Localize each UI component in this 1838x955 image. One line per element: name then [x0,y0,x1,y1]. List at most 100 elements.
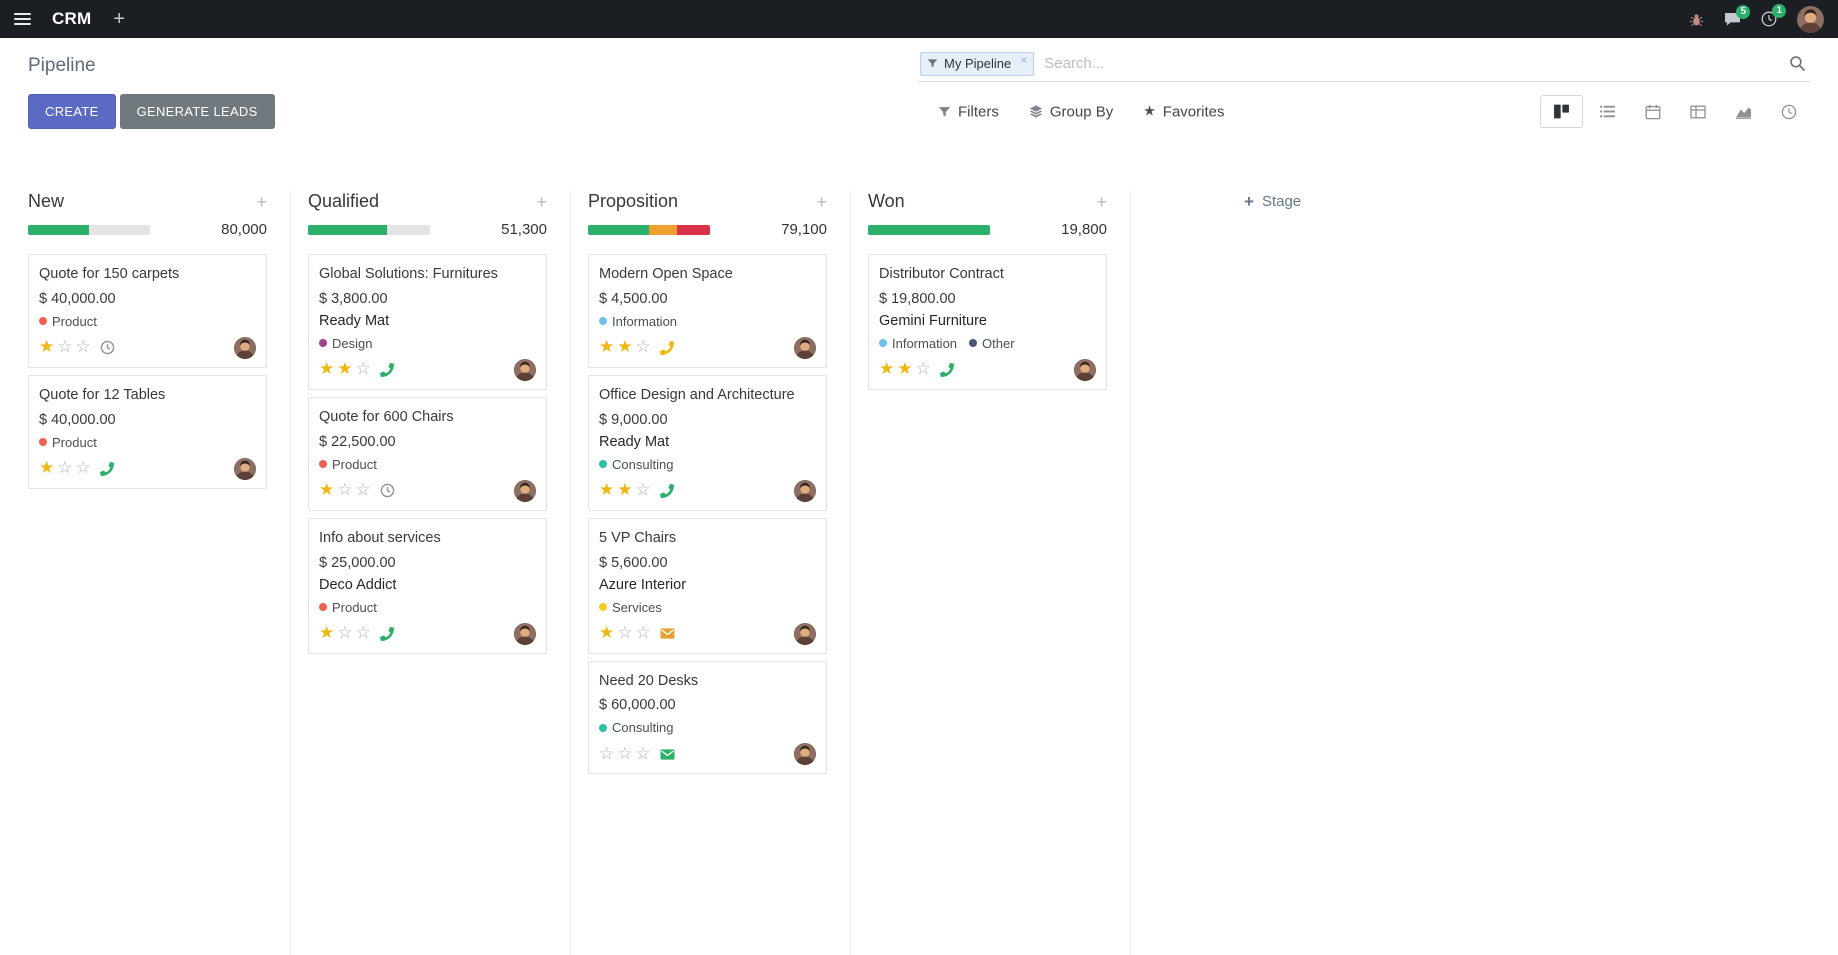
activity-phone-icon[interactable] [99,461,114,476]
priority-star-2[interactable]: ★ [617,337,633,358]
priority-star-1[interactable]: ★ [39,337,55,358]
tag-color-dot [319,460,327,469]
facet-remove-icon[interactable]: × [1020,52,1028,67]
priority-star-1[interactable]: ★ [39,458,55,479]
search-icon[interactable] [1789,55,1806,72]
priority-star-3[interactable]: ☆ [635,480,651,501]
activity-mail-icon[interactable] [660,626,675,641]
activity-phone-icon[interactable] [379,362,394,377]
priority-star-3[interactable]: ☆ [75,458,91,479]
priority-star-1[interactable]: ★ [319,480,335,501]
activity-mail-icon[interactable] [660,747,675,762]
priority-star-3[interactable]: ☆ [635,623,651,644]
priority-star-3[interactable]: ☆ [635,337,651,358]
kanban-card[interactable]: Quote for 12 Tables $ 40,000.00 Product … [28,374,267,489]
kanban-card[interactable]: Quote for 150 carpets $ 40,000.00 Produc… [28,254,267,368]
priority-star-1[interactable]: ★ [599,480,615,501]
priority-star-2[interactable]: ☆ [337,480,353,501]
progress-segment-success[interactable] [868,224,990,235]
column-add-record-button[interactable]: + [816,191,827,212]
salesperson-avatar [794,743,816,766]
activity-clock-icon[interactable] [100,340,115,355]
priority-star-1[interactable]: ★ [599,337,615,358]
priority-star-1[interactable]: ★ [319,359,335,380]
tag-information: Information [879,336,957,351]
kanban-card[interactable]: Distributor Contract $ 19,800.00 Gemini … [868,254,1107,390]
add-menu-icon[interactable]: + [113,8,126,30]
column-add-record-button[interactable]: + [536,191,547,212]
priority-star-2[interactable]: ☆ [57,337,73,358]
activity-phone-icon[interactable] [659,483,674,498]
priority-star-2[interactable]: ☆ [57,458,73,479]
messages-icon[interactable]: 5 [1724,4,1750,27]
tag-product: Product [319,600,377,615]
tag-consulting: Consulting [599,457,673,472]
search-input[interactable] [1044,55,1779,72]
priority-star-2[interactable]: ☆ [617,623,633,644]
view-calendar-button[interactable] [1632,96,1674,128]
activity-phone-icon[interactable] [379,626,394,641]
favorites-button[interactable]: ★ Favorites [1143,103,1224,120]
priority-star-1[interactable]: ☆ [599,743,615,764]
priority-star-1[interactable]: ★ [599,623,615,644]
column-add-record-button[interactable]: + [1096,191,1107,212]
column-title: Proposition [588,191,679,211]
priority-star-1[interactable]: ★ [319,623,335,644]
app-name[interactable]: CRM [52,9,92,28]
priority-star-2[interactable]: ☆ [617,743,633,764]
favorites-star-icon: ★ [1143,103,1156,120]
priority-star-2[interactable]: ☆ [337,623,353,644]
priority-star-2[interactable]: ★ [337,359,353,380]
card-title: Quote for 12 Tables [39,386,166,403]
filters-button[interactable]: Filters [938,103,999,120]
kanban-card[interactable]: Need 20 Desks $ 60,000.00 Consulting ☆ ☆ ☆ [588,660,827,775]
generate-leads-button[interactable]: GENERATE LEADS [119,94,275,129]
card-stars: ★ ☆ ☆ [599,625,651,642]
progress-segment-success[interactable] [28,224,89,235]
progress-segment-success[interactable] [308,224,388,235]
card-title: Distributor Contract [879,266,1004,282]
kanban-card[interactable]: Quote for 600 Chairs $ 22,500.00 Product… [308,396,547,511]
user-avatar[interactable] [1797,5,1824,33]
column-title: Qualified [308,191,380,211]
priority-star-3[interactable]: ☆ [355,480,371,501]
card-partner: Gemini Furniture [879,312,987,329]
kanban-card[interactable]: Global Solutions: Furnitures $ 3,800.00 … [308,254,547,390]
priority-star-3[interactable]: ☆ [915,359,931,380]
activity-phone-icon[interactable] [659,340,674,355]
view-kanban-button[interactable] [1540,95,1583,128]
view-list-button[interactable] [1586,95,1629,128]
priority-star-2[interactable]: ★ [617,480,633,501]
add-stage-button[interactable]: + Stage [1244,193,1301,210]
priority-star-3[interactable]: ☆ [635,743,651,764]
tag-product: Product [39,314,97,329]
priority-star-2[interactable]: ★ [897,359,913,380]
create-button[interactable]: CREATE [28,94,116,129]
progress-segment-warning[interactable] [649,224,678,235]
priority-star-1[interactable]: ★ [879,359,895,380]
view-activity-button[interactable] [1768,96,1810,128]
priority-star-3[interactable]: ☆ [355,359,371,380]
activity-clock-icon[interactable] [380,483,395,498]
activity-phone-icon[interactable] [939,362,954,377]
kanban-card[interactable]: Info about services $ 25,000.00 Deco Add… [308,517,547,654]
progress-segment-success[interactable] [588,224,649,235]
view-pivot-button[interactable] [1677,96,1719,128]
debug-bug-icon[interactable] [1689,12,1704,27]
kanban-card[interactable]: Office Design and Architecture $ 9,000.0… [588,374,827,511]
progress-segment-danger[interactable] [677,224,710,235]
card-title: 5 VP Chairs [599,529,677,546]
tag-label: Information [892,335,958,351]
column-add-record-button[interactable]: + [256,191,267,212]
column-total: 19,800 [1061,221,1107,238]
group-by-button[interactable]: Group By [1029,103,1113,120]
priority-star-3[interactable]: ☆ [355,623,371,644]
tag-product: Product [39,435,97,450]
kanban-card[interactable]: Modern Open Space $ 4,500.00 Information… [588,254,827,368]
kanban-card[interactable]: 5 VP Chairs $ 5,600.00 Azure Interior Se… [588,517,827,654]
activities-clock-icon[interactable]: 1 [1761,4,1786,27]
priority-star-3[interactable]: ☆ [75,337,91,358]
view-graph-button[interactable] [1722,95,1765,128]
kanban-board: New + 80,000 Quote for 150 carpets $ 40,… [0,143,1838,955]
apps-menu-icon[interactable] [14,0,42,38]
